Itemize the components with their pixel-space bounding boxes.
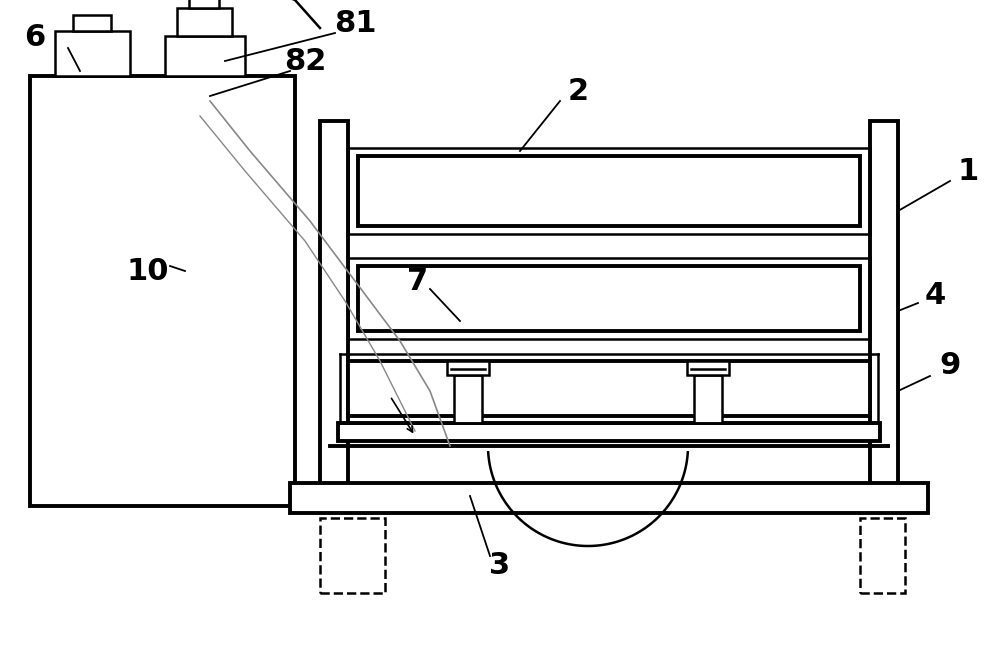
Text: 10: 10 (127, 256, 169, 286)
Bar (320, 518, 385, 593)
Bar (447, 361, 489, 375)
Text: 3: 3 (489, 551, 511, 580)
Bar (165, 36, 245, 76)
Bar (454, 375, 482, 423)
Bar (338, 423, 880, 441)
Bar (348, 361, 870, 416)
Text: 2: 2 (567, 77, 589, 106)
Text: 82: 82 (284, 46, 326, 75)
Bar (177, 8, 232, 36)
Text: 6: 6 (24, 24, 46, 52)
Bar (358, 156, 860, 226)
Bar (30, 76, 295, 506)
Bar (290, 483, 928, 513)
Text: 1: 1 (957, 157, 979, 186)
Bar (694, 375, 722, 423)
Bar (860, 518, 905, 593)
Text: 81: 81 (334, 9, 376, 38)
Bar (73, 15, 111, 31)
Bar (320, 121, 348, 506)
Text: 4: 4 (924, 282, 946, 311)
Text: 9: 9 (939, 352, 961, 381)
Bar (55, 31, 130, 76)
Text: 7: 7 (407, 266, 429, 295)
Bar (189, 0, 219, 8)
Bar (358, 266, 860, 331)
Bar (870, 121, 898, 506)
Bar (687, 361, 729, 375)
